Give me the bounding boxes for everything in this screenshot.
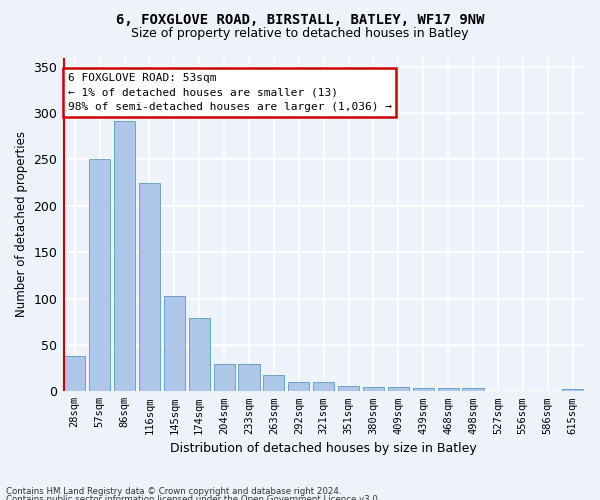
Bar bbox=[114, 122, 135, 392]
Text: 6, FOXGLOVE ROAD, BIRSTALL, BATLEY, WF17 9NW: 6, FOXGLOVE ROAD, BIRSTALL, BATLEY, WF17… bbox=[116, 12, 484, 26]
Y-axis label: Number of detached properties: Number of detached properties bbox=[15, 132, 28, 318]
Bar bbox=[89, 160, 110, 392]
Text: 6 FOXGLOVE ROAD: 53sqm
← 1% of detached houses are smaller (13)
98% of semi-deta: 6 FOXGLOVE ROAD: 53sqm ← 1% of detached … bbox=[68, 72, 392, 112]
X-axis label: Distribution of detached houses by size in Batley: Distribution of detached houses by size … bbox=[170, 442, 477, 455]
Bar bbox=[313, 382, 334, 392]
Bar bbox=[413, 388, 434, 392]
Bar bbox=[338, 386, 359, 392]
Text: Contains public sector information licensed under the Open Government Licence v3: Contains public sector information licen… bbox=[6, 495, 380, 500]
Text: Size of property relative to detached houses in Batley: Size of property relative to detached ho… bbox=[131, 28, 469, 40]
Bar bbox=[188, 318, 210, 392]
Bar bbox=[288, 382, 310, 392]
Bar bbox=[238, 364, 260, 392]
Bar bbox=[363, 386, 384, 392]
Bar bbox=[64, 356, 85, 392]
Text: Contains HM Land Registry data © Crown copyright and database right 2024.: Contains HM Land Registry data © Crown c… bbox=[6, 488, 341, 496]
Bar bbox=[214, 364, 235, 392]
Bar bbox=[463, 388, 484, 392]
Bar bbox=[437, 388, 458, 392]
Bar bbox=[164, 296, 185, 392]
Bar bbox=[263, 374, 284, 392]
Bar bbox=[388, 386, 409, 392]
Bar bbox=[562, 388, 583, 392]
Bar bbox=[139, 182, 160, 392]
